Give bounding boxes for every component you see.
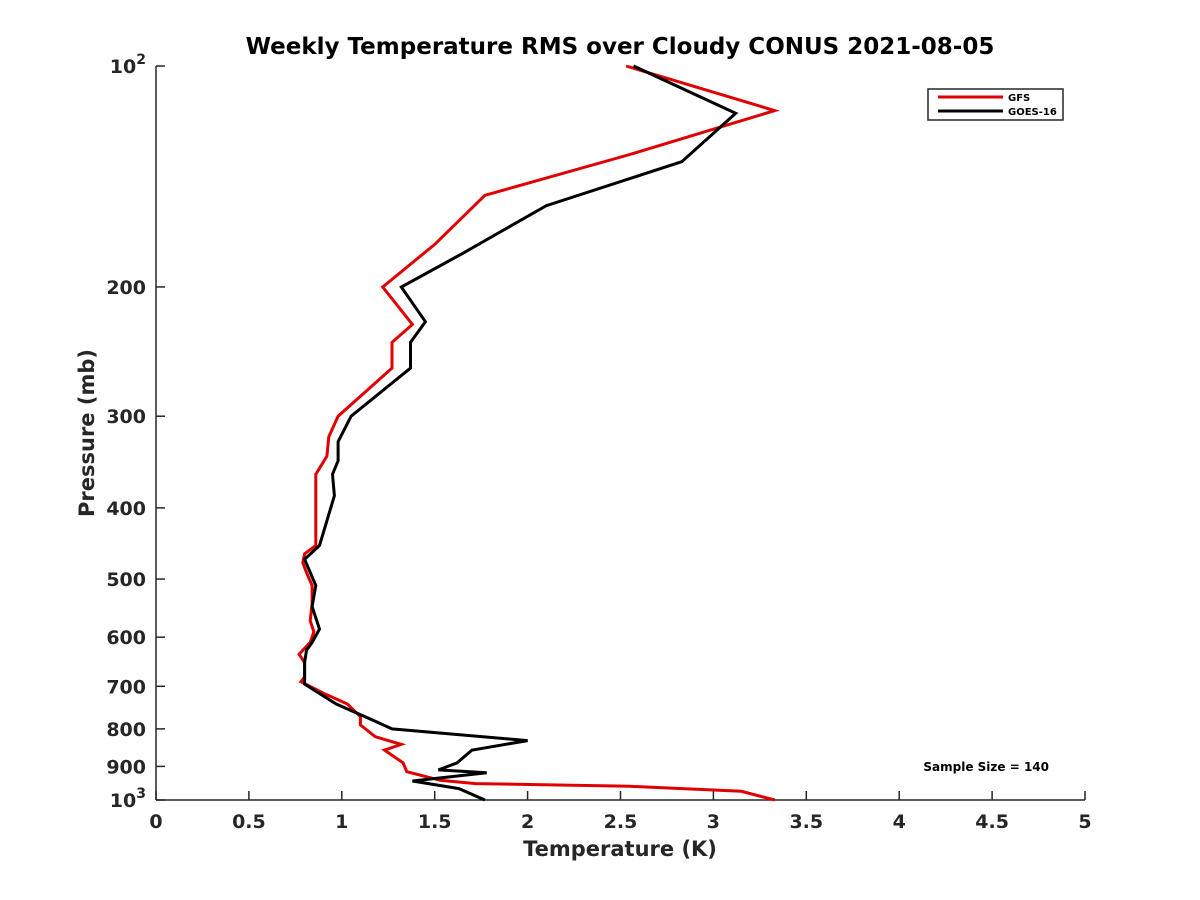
x-axis-label: Temperature (K) [523, 837, 717, 861]
series-line-gfs [297, 64, 780, 802]
x-tick-label: 3 [707, 811, 720, 833]
x-tick-label: 4 [893, 811, 906, 833]
series-line-goes-16 [302, 64, 739, 802]
legend-label: GOES-16 [1008, 107, 1057, 118]
x-tick-label: 4.5 [975, 811, 1009, 833]
y-tick-label: 900 [106, 756, 146, 778]
y-axis-label: Pressure (mb) [75, 349, 99, 517]
y-tick-label: 400 [106, 498, 146, 520]
x-tick-label: 1.5 [418, 811, 452, 833]
x-tick-label: 2.5 [604, 811, 638, 833]
y-tick-label: 200 [106, 277, 146, 299]
x-tick-label: 0 [149, 811, 162, 833]
sample-size-annotation: Sample Size = 140 [923, 760, 1049, 774]
x-tick-label: 5 [1078, 811, 1091, 833]
plot-axes [155, 66, 1085, 801]
legend-label: GFS [1008, 93, 1030, 104]
y-tick-label: 500 [106, 569, 146, 591]
legend-box [927, 88, 1064, 121]
x-axis-ticks: 0 0.5 1 1.5 2 2.5 3 3.5 4 4.5 5 [149, 791, 1092, 833]
x-tick-label: 0.5 [232, 811, 266, 833]
y-tick-label: 103 [110, 786, 146, 812]
y-axis-ticks: 102 200 300 400 500 600 700 800 900 103 [106, 52, 165, 812]
x-tick-label: 2 [521, 811, 534, 833]
series-lines [297, 64, 780, 802]
y-tick-label: 102 [110, 52, 146, 78]
x-tick-label: 1 [335, 811, 348, 833]
y-tick-label: 600 [106, 627, 146, 649]
y-tick-label: 700 [106, 676, 146, 698]
y-tick-label: 300 [106, 406, 146, 428]
x-tick-label: 3.5 [789, 811, 823, 833]
legend: GFS GOES-16 [927, 88, 1064, 121]
y-tick-label: 800 [106, 719, 146, 741]
chart-title: Weekly Temperature RMS over Cloudy CONUS… [246, 34, 995, 60]
